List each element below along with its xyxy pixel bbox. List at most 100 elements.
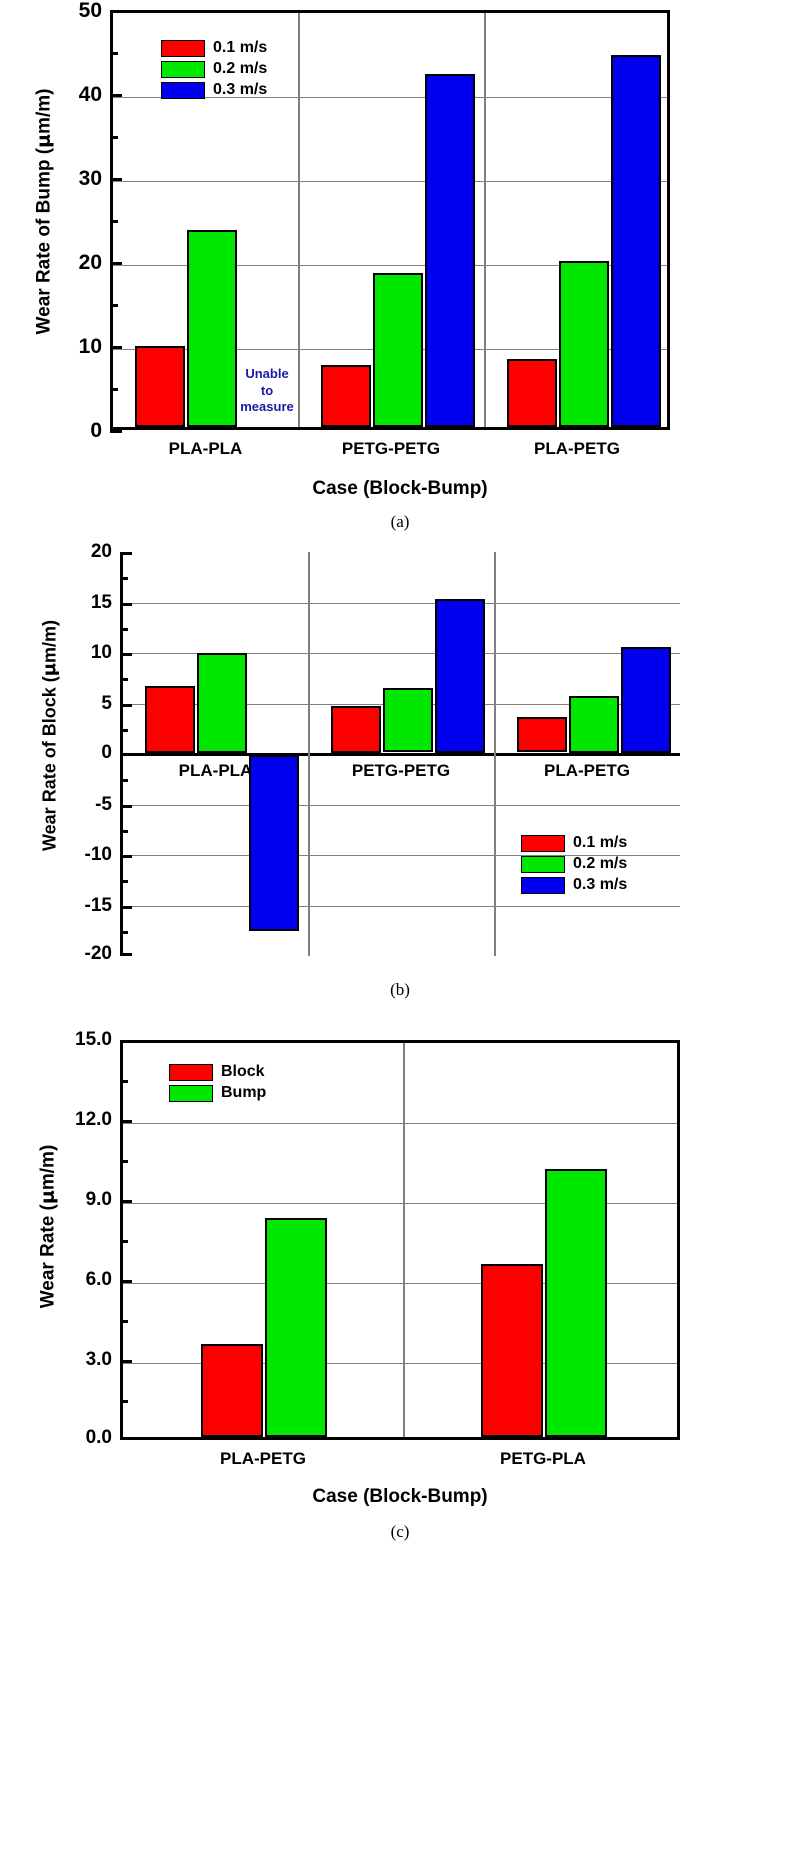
panel-b-bar-petg-petg-02 bbox=[383, 687, 433, 753]
panel-a-category-separator-2 bbox=[484, 13, 486, 427]
panel-a-legend-label-0: 0.1 m/s bbox=[213, 39, 268, 56]
panel-c-ytick-mark-12 bbox=[120, 1120, 132, 1123]
panel-b-y-axis-title: Wear Rate of Block (μm/m) bbox=[39, 620, 61, 851]
panel-b-ytick-label-0: 0 bbox=[101, 742, 112, 763]
panel-a-ytick-label-20: 20 bbox=[78, 251, 102, 274]
panel-a-legend-item-2: 0.3 m/s bbox=[161, 81, 267, 99]
legend-swatch-blue-icon bbox=[521, 876, 565, 894]
panel-c-ytick-mark-0 bbox=[120, 1437, 132, 1440]
panel-c-y-axis-title: Wear Rate (μm/m) bbox=[36, 1144, 59, 1309]
panel-a-legend-label-2: 0.3 m/s bbox=[213, 81, 268, 98]
panel-a-ytick-mark-5 bbox=[110, 388, 118, 391]
panel-a-legend-label-1: 0.2 m/s bbox=[213, 60, 268, 77]
panel-c-ytick-label-12: 12.0 bbox=[75, 1109, 112, 1130]
panel-a-ytick-label-30: 30 bbox=[78, 167, 102, 190]
panel-c-ytick-label-6: 6.0 bbox=[85, 1269, 112, 1290]
panel-b-ytick-mark-15 bbox=[120, 602, 132, 606]
panel-a-ytick-label-50: 50 bbox=[78, 0, 102, 22]
panel-b-legend-item-0: 0.1 m/s bbox=[521, 834, 627, 852]
legend-swatch-blue-icon bbox=[161, 81, 205, 99]
panel-a-legend: 0.1 m/s 0.2 m/s 0.3 m/s bbox=[161, 39, 267, 99]
panel-c-legend-item-1: Bump bbox=[169, 1084, 266, 1102]
panel-a-ytick-mark-15 bbox=[110, 304, 118, 307]
panel-a-unable-to-measure-note: Unable to measure bbox=[239, 366, 295, 415]
panel-a-bar-pla-petg-03 bbox=[611, 54, 661, 427]
mu-symbol: μ bbox=[32, 133, 55, 148]
panel-b-ytick-mark-75 bbox=[120, 678, 128, 681]
panel-c-bar-petg-pla-block bbox=[481, 1263, 543, 1437]
panel-b-bar-petg-petg-01 bbox=[331, 706, 381, 753]
panel-b-ytick-label-10: 10 bbox=[90, 642, 112, 663]
panel-a-ytick-mark-0 bbox=[110, 430, 122, 433]
panel-c-ytick-mark-3 bbox=[120, 1360, 132, 1363]
panel-b-ytick-label-m15: -15 bbox=[84, 894, 112, 916]
panel-b-gridline-m5 bbox=[123, 804, 680, 806]
panel-b-ytick-label-m10: -10 bbox=[84, 844, 112, 865]
panel-b-category-separator-2 bbox=[494, 552, 496, 956]
panel-b-ytick-mark-m20 bbox=[120, 953, 132, 956]
panel-c-legend-item-0: Block bbox=[169, 1063, 266, 1081]
panel-c-ytick-label-9: 9.0 bbox=[85, 1189, 112, 1210]
panel-b-plot-area: 0.1 m/s 0.2 m/s 0.3 m/s bbox=[120, 552, 680, 956]
panel-b-legend-item-1: 0.2 m/s bbox=[521, 855, 627, 873]
panel-c-letter: (c) bbox=[390, 1522, 410, 1541]
panel-b-legend-label-0: 0.1 m/s bbox=[573, 834, 628, 851]
panel-a-ytick-mark-10 bbox=[110, 346, 122, 349]
panel-a-y-axis-title: Wear Rate of Bump (μm/m) bbox=[32, 88, 55, 335]
panel-b-ytick-mark-20 bbox=[120, 552, 132, 555]
panel-c-legend: Block Bump bbox=[169, 1063, 266, 1102]
panel-c-ytick-label-15: 15.0 bbox=[75, 1029, 112, 1050]
panel-a-ytick-label-40: 40 bbox=[78, 83, 102, 106]
panel-a-ytick-mark-40 bbox=[110, 94, 122, 97]
panel-c-gridline-6 bbox=[123, 1283, 677, 1284]
panel-a-ytick-label-10: 10 bbox=[78, 335, 102, 358]
panel-c-ytick-mark-15 bbox=[120, 1040, 132, 1043]
panel-a-gridline-20 bbox=[113, 265, 667, 266]
legend-swatch-red-icon bbox=[161, 39, 205, 57]
panel-a-bar-pla-petg-02 bbox=[559, 260, 609, 427]
panel-b-ytick-label-20: 20 bbox=[90, 541, 112, 562]
panel-a-ytick-mark-45 bbox=[110, 52, 118, 55]
panel-b-ytick-label-15: 15 bbox=[90, 591, 112, 613]
panel-a-bar-pla-petg-01 bbox=[507, 359, 557, 427]
panel-c-legend-label-1: Bump bbox=[221, 1084, 267, 1101]
panel-b-bar-petg-petg-03 bbox=[435, 599, 485, 753]
panel-b-bar-pla-petg-02 bbox=[569, 696, 619, 753]
panel-b-ytick-mark-m25 bbox=[120, 779, 128, 782]
panel-a-gridline-30 bbox=[113, 181, 667, 182]
panel-a-legend-item-1: 0.2 m/s bbox=[161, 60, 267, 78]
panel-a-legend-item-0: 0.1 m/s bbox=[161, 39, 267, 57]
panel-c-bar-pla-petg-block bbox=[201, 1343, 263, 1437]
panel-c-ytick-mark-6 bbox=[120, 1280, 132, 1283]
panel-a-ytick-mark-30 bbox=[110, 178, 122, 181]
panel-a-ytick-label-0: 0 bbox=[90, 419, 102, 442]
note-line-2: to bbox=[260, 382, 274, 398]
panel-b-gridline-m10 bbox=[123, 855, 680, 856]
panel-a-ytick-mark-50 bbox=[110, 10, 122, 13]
panel-b-ytick-mark-m175 bbox=[120, 931, 128, 934]
panel-b-bar-pla-pla-02 bbox=[197, 652, 247, 753]
panel-b-letter: (b) bbox=[390, 980, 410, 999]
panel-c-plot-area: Block Bump bbox=[120, 1040, 680, 1440]
panel-b-ytick-mark-125 bbox=[120, 628, 128, 631]
legend-swatch-green-icon bbox=[169, 1084, 213, 1102]
mu-symbol: μ bbox=[39, 663, 61, 677]
chart-panel-b: Wear Rate of Block (μm/m) bbox=[0, 540, 800, 1010]
panel-b-gridline-15 bbox=[123, 602, 680, 604]
panel-c-ytick-label-3: 3.0 bbox=[85, 1349, 112, 1370]
panel-c-category-separator-1 bbox=[403, 1043, 405, 1437]
panel-c-bar-petg-pla-bump bbox=[545, 1169, 607, 1437]
panel-b-ytick-mark-5 bbox=[120, 703, 132, 707]
panel-b-ytick-label-5: 5 bbox=[101, 692, 112, 714]
panel-a-ytick-mark-25 bbox=[110, 220, 118, 223]
panel-c-ytick-mark-135 bbox=[120, 1080, 128, 1083]
panel-b-xtick-label-0: PLA-PLA bbox=[178, 761, 253, 780]
panel-b-ytick-mark-m15 bbox=[120, 905, 132, 909]
panel-b-gridline-m15 bbox=[123, 905, 680, 907]
panel-b-ytick-label-m5: -5 bbox=[95, 793, 112, 815]
legend-swatch-green-icon bbox=[161, 60, 205, 78]
panel-a-ytick-mark-35 bbox=[110, 136, 118, 139]
legend-swatch-red-icon bbox=[169, 1063, 213, 1081]
panel-b-xtick-label-2: PLA-PETG bbox=[544, 761, 630, 780]
